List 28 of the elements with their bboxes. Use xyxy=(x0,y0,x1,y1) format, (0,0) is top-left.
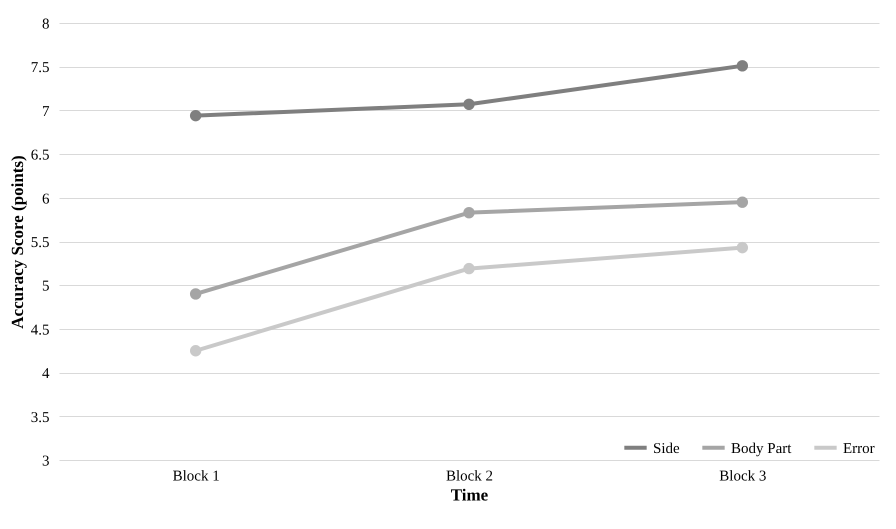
point xyxy=(736,242,748,254)
point xyxy=(736,60,748,72)
y-tick-label: 5.5 xyxy=(30,235,50,251)
point xyxy=(190,345,202,356)
y-tick-label: 4.5 xyxy=(30,322,50,338)
point xyxy=(736,196,748,208)
point xyxy=(190,110,202,122)
y-tick-label: 7 xyxy=(42,104,50,120)
legend-label: Error xyxy=(843,440,875,457)
y-tick-label: 6 xyxy=(42,191,50,208)
x-axis-title: Time xyxy=(450,486,489,504)
x-tick-label: Block 1 xyxy=(172,468,220,484)
y-tick-label: 4 xyxy=(42,366,50,382)
x-tick-label: Block 2 xyxy=(446,468,494,484)
point xyxy=(190,288,202,300)
legend-label: Body Part xyxy=(731,440,792,457)
y-axis-title: Accuracy Score (points) xyxy=(8,155,27,329)
y-tick-label: 3 xyxy=(42,454,50,470)
legend-label: Side xyxy=(653,440,680,457)
point xyxy=(463,206,475,218)
y-tick-label: 5 xyxy=(42,278,50,295)
y-tick-label: 3.5 xyxy=(30,410,50,426)
point xyxy=(463,262,475,274)
x-tick-label: Block 3 xyxy=(719,468,766,484)
y-tick-label: 8 xyxy=(42,16,50,32)
y-tick-label: 6.5 xyxy=(30,148,50,164)
point xyxy=(463,98,475,110)
y-tick-label: 7.5 xyxy=(30,60,50,76)
